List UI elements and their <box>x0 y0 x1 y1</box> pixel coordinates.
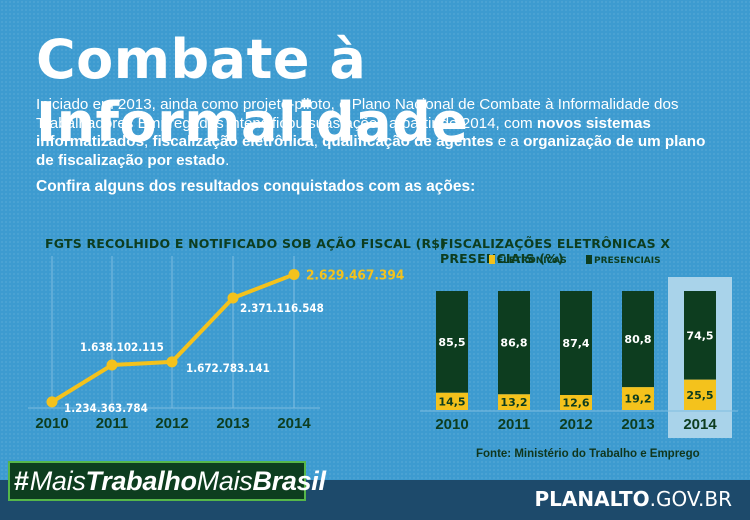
x-tick-label: 2014 <box>277 415 311 432</box>
bar-label-eletronicas: 13,2 <box>500 396 527 409</box>
bar-chart-title: FISCALIZAÇÕES ELETRÔNICAS X PRESENCIAIS … <box>440 236 671 266</box>
line-chart-title: FGTS RECOLHIDO E NOTIFICADO SOB AÇÃO FIS… <box>45 236 447 251</box>
bar-presenciais <box>622 291 654 388</box>
legend-label: ELETRÔNICAS <box>497 254 567 266</box>
intro-highlight: qualificação de agentes <box>322 133 494 151</box>
hashtag-word: Trabalho <box>85 465 197 496</box>
data-label: 2.371.116.548 <box>240 302 324 316</box>
data-label: 1.638.102.115 <box>80 340 164 354</box>
bar-label-presenciais: 74,5 <box>686 329 713 342</box>
legend-label: PRESENCIAIS <box>594 256 661 266</box>
x-tick-label: 2014 <box>683 416 717 433</box>
hashtag-symbol: # <box>14 465 29 496</box>
intro-text: Iniciado em 2013, ainda como projeto-pil… <box>36 96 679 132</box>
data-point <box>227 292 239 304</box>
brand-logo[interactable]: PLANALTO.GOV.BR <box>534 487 732 511</box>
bar-label-eletronicas: 12,6 <box>562 397 589 410</box>
data-label: 1.672.783.141 <box>186 361 270 375</box>
bar-eletronicas <box>684 379 716 410</box>
data-point <box>288 268 300 280</box>
intro-highlight: organização de um plano de fiscalização … <box>36 133 706 169</box>
x-tick-label: 2013 <box>621 416 654 433</box>
page-title: Combate à Informalidade <box>36 28 469 154</box>
hashtag-word: Brasil <box>252 465 326 496</box>
hashtag-word: Mais <box>29 465 86 496</box>
x-tick-label: 2010 <box>35 415 68 432</box>
brand-domain: .GOV.BR <box>649 487 732 511</box>
bar-eletronicas <box>622 387 654 410</box>
legend-swatch-eletronicas <box>489 255 495 264</box>
data-point <box>166 356 178 368</box>
bar-presenciais <box>498 291 530 395</box>
intro-highlight: fiscalização eletrônica <box>152 133 314 151</box>
bar-presenciais <box>684 291 716 380</box>
intro-text: , <box>144 133 153 151</box>
x-tick-label: 2010 <box>435 416 468 433</box>
bar-label-eletronicas: 25,5 <box>686 389 713 402</box>
bar-presenciais <box>436 291 468 393</box>
brand-name: PLANALTO <box>534 487 650 511</box>
call-to-action: Confira alguns dos resultados conquistad… <box>36 178 476 195</box>
bar-label-presenciais: 85,5 <box>438 336 465 349</box>
intro-highlight: novos sistemas informatizados <box>36 114 651 151</box>
data-label: 2.629.467.394 <box>306 268 404 284</box>
bar-label-presenciais: 87,4 <box>562 337 589 350</box>
bar-eletronicas <box>560 395 592 410</box>
hashtag-banner: # Mais Trabalho Mais Brasil <box>8 461 326 501</box>
bar-eletronicas <box>436 392 468 410</box>
source-note: Fonte: Ministério do Trabalho e Emprego <box>476 448 700 460</box>
intro-paragraph: Iniciado em 2013, ainda como projeto-pil… <box>36 96 726 170</box>
bar-eletronicas <box>498 394 530 410</box>
x-tick-label: 2012 <box>559 416 592 433</box>
data-point <box>46 396 58 408</box>
bar-label-presenciais: 86,8 <box>500 337 527 350</box>
intro-text: , <box>313 133 323 151</box>
x-tick-label: 2012 <box>155 415 188 432</box>
bar-presenciais <box>560 291 592 396</box>
legend-swatch-presenciais <box>586 255 592 264</box>
bar-label-eletronicas: 14,5 <box>438 395 465 408</box>
intro-text: e a <box>493 133 524 151</box>
x-tick-label: 2013 <box>216 415 249 432</box>
x-tick-label: 2011 <box>498 416 531 433</box>
data-point <box>106 359 118 371</box>
data-label: 1.234.363.784 <box>64 401 148 415</box>
bar-label-presenciais: 80,8 <box>624 333 651 346</box>
intro-text: . <box>225 151 230 169</box>
bar-label-eletronicas: 19,2 <box>624 393 651 406</box>
hashtag-word: Mais <box>196 465 253 496</box>
x-tick-label: 2011 <box>96 415 129 432</box>
